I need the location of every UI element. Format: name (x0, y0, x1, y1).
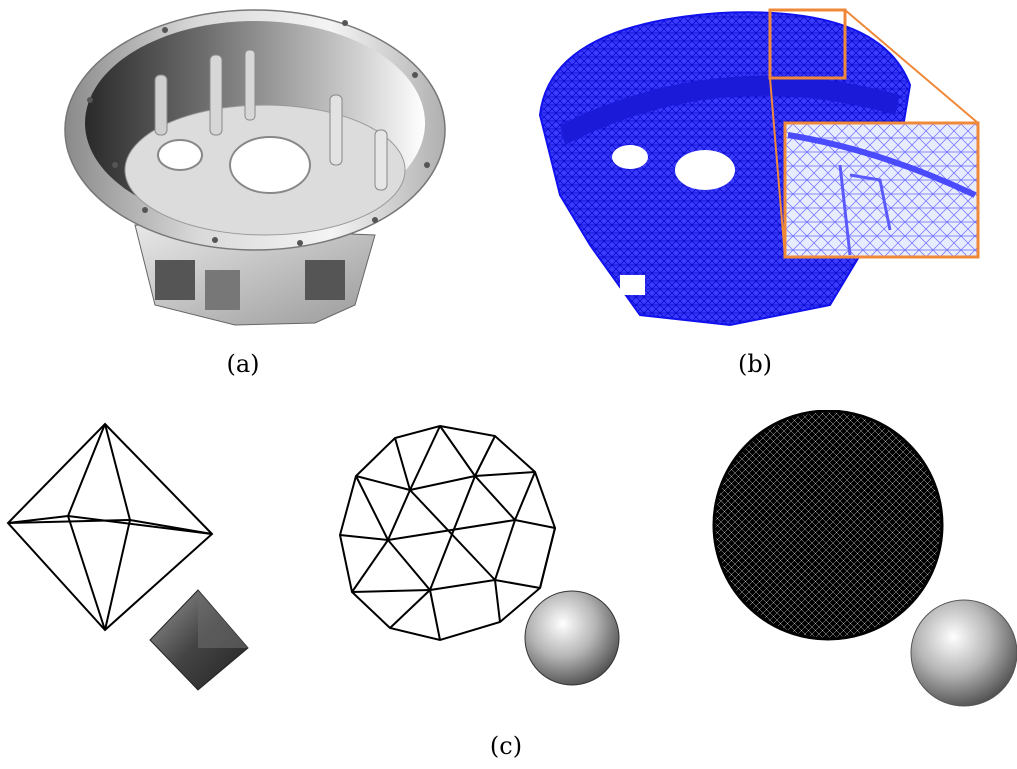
caption-c: (c) (489, 732, 523, 760)
octahedron-wireframe (6, 422, 214, 632)
icosphere-coarse-wireframe (338, 424, 557, 642)
panel-a-housing-render (55, 5, 455, 335)
octahedron-shaded (149, 589, 249, 691)
icosphere-fine-wireframe (712, 410, 944, 641)
caption-b: (b) (737, 350, 773, 378)
panel-b-housing-mesh (520, 5, 990, 335)
icosphere-fine-shaded (910, 599, 1017, 707)
zoom-source-box (768, 8, 847, 80)
housing-render-svg (64, 9, 446, 326)
housing-mesh-svg (538, 8, 980, 327)
refinement-svg (6, 410, 1017, 707)
caption-a: (a) (226, 350, 260, 378)
icosphere-coarse-shaded (524, 590, 620, 686)
panel-c-refinement (0, 410, 1017, 720)
